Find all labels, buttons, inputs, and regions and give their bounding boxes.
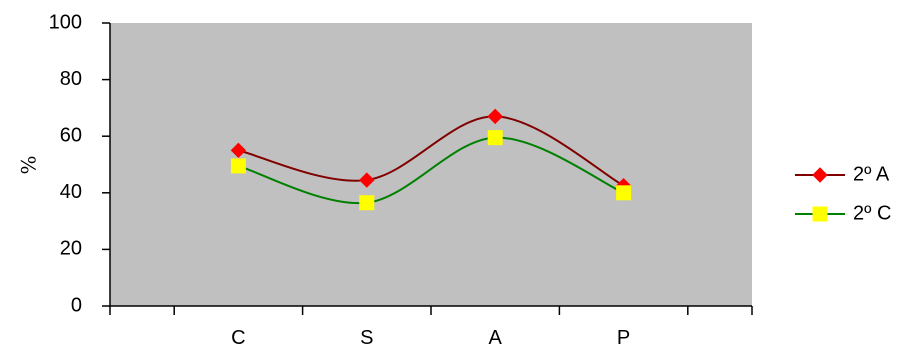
y-axis-title: % [17, 155, 41, 174]
series-line-1 [238, 136, 624, 205]
series-layer [230, 108, 632, 211]
x-tick-label: C [231, 327, 245, 349]
legend-label-0: 2º A [853, 163, 890, 185]
x-tick-label: A [489, 327, 503, 349]
x-tick-label: S [360, 327, 373, 349]
series-0-point [359, 172, 375, 188]
y-tick-label: 60 [60, 124, 82, 146]
x-tick-label: P [617, 327, 630, 349]
legend-marker-0 [812, 167, 828, 183]
y-tick-label: 100 [49, 11, 82, 33]
y-tick-label: 40 [60, 181, 82, 203]
legend-marker-1 [812, 206, 828, 222]
series-1-point [230, 158, 246, 174]
series-1-point [359, 195, 375, 211]
legend-label-1: 2º C [853, 202, 891, 224]
series-line-0 [238, 115, 625, 187]
legend: 2º A 2º C [795, 163, 891, 224]
series-0-point [487, 108, 503, 125]
series-0-point [230, 142, 247, 159]
y-tick-label: 20 [60, 238, 82, 260]
y-tick-label: 0 [71, 294, 82, 316]
axes-layer [102, 22, 753, 315]
series-1-point [616, 185, 632, 201]
plot-area [110, 23, 752, 306]
y-tick-labels: 0 20 40 60 80 100 [49, 11, 82, 316]
y-tick-label: 80 [60, 68, 82, 90]
series-1-point [487, 130, 503, 146]
